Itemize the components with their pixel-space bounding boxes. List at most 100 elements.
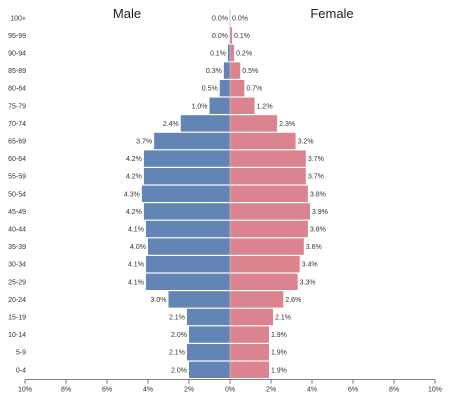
female-bar bbox=[230, 132, 296, 150]
male-bar bbox=[145, 256, 230, 273]
female-value-label: 3.7% bbox=[308, 174, 324, 181]
male-bar bbox=[180, 115, 230, 132]
male-value-label: 0.0% bbox=[212, 33, 228, 40]
female-value-label: 3.7% bbox=[308, 156, 324, 163]
male-bar bbox=[223, 62, 230, 79]
male-bar bbox=[145, 220, 230, 238]
female-value-label: 3.3% bbox=[300, 279, 316, 286]
male-bar bbox=[168, 291, 230, 308]
age-group-label: 85-89 bbox=[8, 68, 26, 75]
female-bar bbox=[230, 344, 269, 361]
age-group-label: 60-64 bbox=[8, 156, 26, 163]
bars-group: 100+ 0.0% 0.0% 95-99 0.0% 0.1% 90-94 0.1% 0.2% 85… bbox=[8, 15, 328, 378]
female-value-label: 2.6% bbox=[285, 297, 301, 304]
female-bar bbox=[230, 44, 235, 62]
age-group-label: 45-49 bbox=[8, 209, 26, 216]
female-bar bbox=[230, 256, 300, 273]
x-tick-label: 8% bbox=[61, 387, 71, 394]
male-value-label: 0.5% bbox=[202, 86, 218, 93]
x-tick-label: 4% bbox=[307, 387, 317, 394]
male-bar bbox=[227, 44, 230, 62]
male-value-label: 2.1% bbox=[169, 350, 185, 357]
male-bar bbox=[143, 168, 230, 185]
female-value-label: 3.8% bbox=[310, 227, 326, 234]
female-title: Female bbox=[310, 6, 353, 21]
female-bar bbox=[230, 326, 269, 343]
female-value-label: 1.9% bbox=[271, 332, 287, 339]
age-group-label: 75-79 bbox=[8, 103, 26, 110]
age-group-label: 40-44 bbox=[8, 227, 26, 234]
male-bar bbox=[143, 150, 230, 167]
male-value-label: 0.0% bbox=[212, 15, 228, 22]
male-value-label: 2.0% bbox=[171, 332, 187, 339]
male-bar bbox=[186, 344, 230, 361]
age-group-label: 55-59 bbox=[8, 174, 26, 181]
age-group-label: 80-84 bbox=[8, 86, 26, 93]
male-bar bbox=[154, 132, 230, 150]
male-bar bbox=[141, 185, 230, 202]
age-group-label: 15-19 bbox=[8, 315, 26, 322]
age-group-label: 65-69 bbox=[8, 139, 26, 146]
female-bar bbox=[230, 291, 284, 308]
male-value-label: 4.2% bbox=[126, 209, 142, 216]
age-group-label: 100+ bbox=[10, 15, 26, 22]
male-bar bbox=[219, 80, 230, 97]
age-group-label: 70-74 bbox=[8, 121, 26, 128]
female-value-label: 1.2% bbox=[257, 103, 273, 110]
age-group-label: 35-39 bbox=[8, 244, 26, 251]
x-tick-label: 4% bbox=[143, 387, 153, 394]
male-value-label: 4.1% bbox=[128, 262, 144, 269]
x-tick-label: 0% bbox=[225, 387, 235, 394]
female-value-label: 3.2% bbox=[298, 139, 314, 146]
female-bar bbox=[230, 62, 241, 79]
male-bar bbox=[209, 97, 230, 114]
x-tick-label: 2% bbox=[266, 387, 276, 394]
age-group-label: 10-14 bbox=[8, 332, 26, 339]
female-bar bbox=[230, 97, 255, 114]
male-bar bbox=[143, 203, 230, 220]
male-bar bbox=[186, 308, 230, 326]
female-value-label: 3.6% bbox=[306, 244, 322, 251]
female-value-label: 0.0% bbox=[232, 15, 248, 22]
female-bar bbox=[230, 273, 298, 290]
female-value-label: 3.4% bbox=[302, 262, 318, 269]
male-value-label: 4.1% bbox=[128, 279, 144, 286]
x-axis: 10% 8% 6% 4% 2% 0% 2% 4% 6% 8% 10% bbox=[18, 9, 442, 394]
male-value-label: 3.0% bbox=[151, 297, 167, 304]
male-value-label: 4.2% bbox=[126, 174, 142, 181]
female-value-label: 0.1% bbox=[234, 33, 250, 40]
age-group-label: 25-29 bbox=[8, 279, 26, 286]
female-bar bbox=[230, 150, 306, 167]
female-value-label: 1.9% bbox=[271, 367, 287, 374]
male-value-label: 0.3% bbox=[206, 68, 222, 75]
male-value-label: 2.1% bbox=[169, 315, 185, 322]
female-bar bbox=[230, 27, 233, 44]
age-group-label: 5-9 bbox=[16, 350, 26, 357]
female-value-label: 3.9% bbox=[312, 209, 328, 216]
age-group-label: 95-99 bbox=[8, 33, 26, 40]
female-bar bbox=[230, 361, 269, 378]
age-group-label: 20-24 bbox=[8, 297, 26, 304]
female-value-label: 2.1% bbox=[275, 315, 291, 322]
male-bar bbox=[148, 238, 230, 255]
female-bar bbox=[230, 238, 304, 255]
male-bar bbox=[189, 361, 230, 378]
age-group-label: 50-54 bbox=[8, 191, 26, 198]
male-value-label: 2.4% bbox=[163, 121, 179, 128]
female-value-label: 3.8% bbox=[310, 191, 326, 198]
male-title: Male bbox=[113, 6, 141, 21]
male-value-label: 0.1% bbox=[210, 51, 226, 58]
x-tick-label: 10% bbox=[428, 387, 442, 394]
female-value-label: 0.2% bbox=[236, 51, 252, 58]
x-tick-label: 2% bbox=[184, 387, 194, 394]
female-bar bbox=[230, 80, 245, 97]
female-value-label: 0.7% bbox=[246, 86, 262, 93]
age-group-label: 90-94 bbox=[8, 51, 26, 58]
female-bar bbox=[230, 115, 278, 132]
male-value-label: 3.7% bbox=[136, 139, 152, 146]
age-group-label: 0-4 bbox=[16, 367, 26, 374]
female-bar bbox=[230, 168, 306, 185]
male-value-label: 1.0% bbox=[192, 103, 208, 110]
x-tick-label: 6% bbox=[102, 387, 112, 394]
